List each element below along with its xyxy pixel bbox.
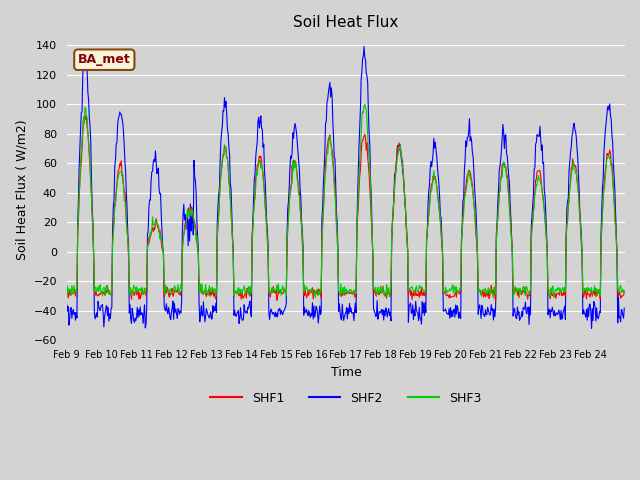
Title: Soil Heat Flux: Soil Heat Flux — [293, 15, 399, 30]
Text: BA_met: BA_met — [78, 53, 131, 66]
Legend: SHF1, SHF2, SHF3: SHF1, SHF2, SHF3 — [205, 387, 486, 410]
X-axis label: Time: Time — [330, 366, 361, 379]
Y-axis label: Soil Heat Flux ( W/m2): Soil Heat Flux ( W/m2) — [15, 119, 28, 260]
